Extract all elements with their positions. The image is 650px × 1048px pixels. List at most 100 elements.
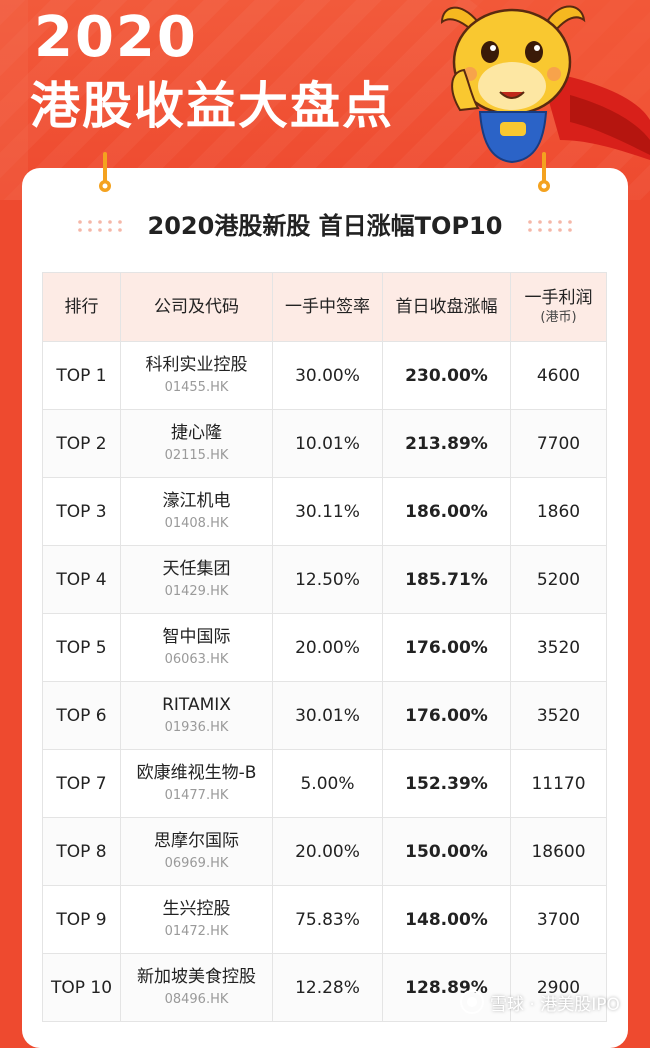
rank-cell: TOP 9 xyxy=(42,885,121,954)
profit-cell: 3520 xyxy=(510,613,607,682)
company-code: 01455.HK xyxy=(164,379,229,395)
win-rate-cell: 12.28% xyxy=(272,953,383,1022)
company-cell: 天任集团 01429.HK xyxy=(120,545,273,614)
win-rate-cell: 5.00% xyxy=(272,749,383,818)
table-row: TOP 2 捷心隆 02115.HK 10.01% 213.89% 7700 xyxy=(42,409,607,478)
profit-cell: 7700 xyxy=(510,409,607,478)
profit-cell: 5200 xyxy=(510,545,607,614)
xueqiu-logo-icon xyxy=(460,990,484,1014)
header-profit-label: 一手利润 xyxy=(524,288,593,308)
first-day-gain-cell: 176.00% xyxy=(382,613,511,682)
card-header: 2020港股新股 首日涨幅TOP10 xyxy=(22,206,628,246)
rank-cell: TOP 4 xyxy=(42,545,121,614)
table-row: TOP 5 智中国际 06063.HK 20.00% 176.00% 3520 xyxy=(42,613,607,682)
company-code: 06063.HK xyxy=(164,651,229,667)
company-code: 01408.HK xyxy=(164,515,229,531)
company-cell: 思摩尔国际 06969.HK xyxy=(120,817,273,886)
rank-cell: TOP 6 xyxy=(42,681,121,750)
win-rate-cell: 20.00% xyxy=(272,817,383,886)
company-code: 01936.HK xyxy=(164,719,229,735)
company-code: 01429.HK xyxy=(164,583,229,599)
decorative-dots-left xyxy=(77,220,122,232)
header-profit-unit: (港币) xyxy=(540,310,577,325)
profit-cell: 4600 xyxy=(510,341,607,410)
company-cell: 生兴控股 01472.HK xyxy=(120,885,273,954)
first-day-gain-cell: 152.39% xyxy=(382,749,511,818)
win-rate-cell: 20.00% xyxy=(272,613,383,682)
company-name: 科利实业控股 xyxy=(145,354,248,375)
pin-icon-right xyxy=(538,152,550,192)
company-name: 生兴控股 xyxy=(162,898,231,919)
company-code: 01472.HK xyxy=(164,923,229,939)
card-title: 2020港股新股 首日涨幅TOP10 xyxy=(147,212,503,240)
win-rate-cell: 12.50% xyxy=(272,545,383,614)
table-row: TOP 7 欧康维视生物-B 01477.HK 5.00% 152.39% 11170 xyxy=(42,749,607,818)
rank-cell: TOP 7 xyxy=(42,749,121,818)
profit-cell: 3520 xyxy=(510,681,607,750)
hero-title: 港股收益大盘点 xyxy=(30,77,394,135)
first-day-gain-cell: 148.00% xyxy=(382,885,511,954)
ox-mascot-illustration xyxy=(440,5,650,164)
company-name: 捷心隆 xyxy=(171,422,222,443)
first-day-gain-cell: 176.00% xyxy=(382,681,511,750)
company-code: 06969.HK xyxy=(164,855,229,871)
first-day-gain-cell: 150.00% xyxy=(382,817,511,886)
win-rate-cell: 10.01% xyxy=(272,409,383,478)
ipo-ranking-table: 排行 公司及代码 一手中签率 首日收盘涨幅 一手利润 (港币) TOP 1 科利实… xyxy=(42,272,607,1022)
header-profit: 一手利润 (港币) xyxy=(510,272,607,342)
company-cell: 捷心隆 02115.HK xyxy=(120,409,273,478)
table-row: TOP 3 濠江机电 01408.HK 30.11% 186.00% 1860 xyxy=(42,477,607,546)
profit-cell: 3700 xyxy=(510,885,607,954)
company-code: 01477.HK xyxy=(164,787,229,803)
profit-cell: 11170 xyxy=(510,749,607,818)
table-row: TOP 9 生兴控股 01472.HK 75.83% 148.00% 3700 xyxy=(42,885,607,954)
first-day-gain-cell: 128.89% xyxy=(382,953,511,1022)
rank-cell: TOP 1 xyxy=(42,341,121,410)
win-rate-cell: 30.01% xyxy=(272,681,383,750)
table-row: TOP 6 RITAMIX 01936.HK 30.01% 176.00% 3520 xyxy=(42,681,607,750)
watermark-text: 雪球 · 港美股IPO xyxy=(490,994,620,1015)
profit-cell: 2900 xyxy=(510,953,607,1022)
table-header-row: 排行 公司及代码 一手中签率 首日收盘涨幅 一手利润 (港币) xyxy=(42,272,607,342)
rank-cell: TOP 5 xyxy=(42,613,121,682)
company-name: 欧康维视生物-B xyxy=(136,762,257,783)
header-company: 公司及代码 xyxy=(120,272,273,342)
first-day-gain-cell: 186.00% xyxy=(382,477,511,546)
table-row: TOP 4 天任集团 01429.HK 12.50% 185.71% 5200 xyxy=(42,545,607,614)
rank-cell: TOP 2 xyxy=(42,409,121,478)
hero-year: 2020 xyxy=(34,5,198,70)
company-name: 濠江机电 xyxy=(162,490,231,511)
win-rate-cell: 75.83% xyxy=(272,885,383,954)
company-cell: 智中国际 06063.HK xyxy=(120,613,273,682)
rank-cell: TOP 10 xyxy=(42,953,121,1022)
win-rate-cell: 30.11% xyxy=(272,477,383,546)
company-name: 新加坡美食控股 xyxy=(137,966,256,987)
table-row: TOP 8 思摩尔国际 06969.HK 20.00% 150.00% 18600 xyxy=(42,817,607,886)
rank-cell: TOP 8 xyxy=(42,817,121,886)
company-cell: 濠江机电 01408.HK xyxy=(120,477,273,546)
company-name: RITAMIX xyxy=(162,694,231,715)
header-first-day-gain: 首日收盘涨幅 xyxy=(382,272,511,342)
company-code: 02115.HK xyxy=(164,447,229,463)
table-row: TOP 1 科利实业控股 01455.HK 30.00% 230.00% 4600 xyxy=(42,341,607,410)
company-cell: RITAMIX 01936.HK xyxy=(120,681,273,750)
company-cell: 欧康维视生物-B 01477.HK xyxy=(120,749,273,818)
header-rank: 排行 xyxy=(42,272,121,342)
profit-cell: 1860 xyxy=(510,477,607,546)
win-rate-cell: 30.00% xyxy=(272,341,383,410)
rank-cell: TOP 3 xyxy=(42,477,121,546)
company-name: 天任集团 xyxy=(162,558,231,579)
first-day-gain-cell: 185.71% xyxy=(382,545,511,614)
profit-cell: 18600 xyxy=(510,817,607,886)
company-code: 08496.HK xyxy=(164,991,229,1007)
table-row: TOP 10 新加坡美食控股 08496.HK 12.28% 128.89% 2900 xyxy=(42,953,607,1022)
decorative-dots-right xyxy=(528,220,573,232)
header-win-rate: 一手中签率 xyxy=(272,272,383,342)
company-cell: 科利实业控股 01455.HK xyxy=(120,341,273,410)
company-name: 智中国际 xyxy=(162,626,231,647)
first-day-gain-cell: 213.89% xyxy=(382,409,511,478)
first-day-gain-cell: 230.00% xyxy=(382,341,511,410)
xueqiu-watermark: 雪球 · 港美股IPO xyxy=(460,986,620,1018)
company-cell: 新加坡美食控股 08496.HK xyxy=(120,953,273,1022)
pin-icon-left xyxy=(99,152,111,192)
